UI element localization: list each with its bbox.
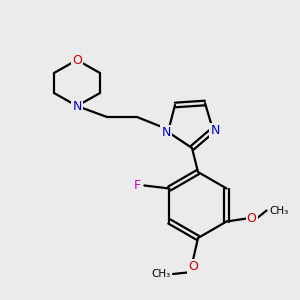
Text: N: N <box>72 100 82 112</box>
Text: F: F <box>134 179 141 192</box>
Text: N: N <box>210 124 220 136</box>
Text: O: O <box>188 260 198 272</box>
Text: CH₃: CH₃ <box>152 269 171 279</box>
Text: O: O <box>247 212 256 225</box>
Text: O: O <box>72 53 82 67</box>
Text: CH₃: CH₃ <box>269 206 288 215</box>
Text: N: N <box>161 125 171 139</box>
